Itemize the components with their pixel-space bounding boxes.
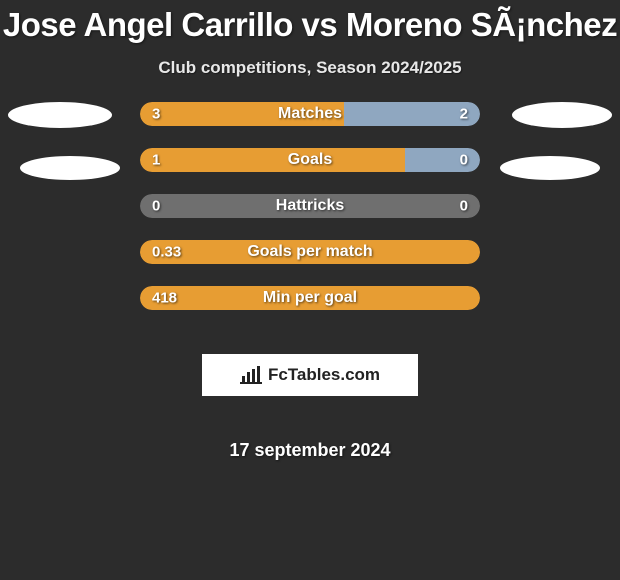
comparison-card: Jose Angel Carrillo vs Moreno SÃ¡nchez C… xyxy=(0,0,620,461)
subtitle: Club competitions, Season 2024/2025 xyxy=(158,58,461,78)
value-left: 0.33 xyxy=(152,244,181,261)
chart-area: 3 2 Matches 1 0 Goals 0 0 Hattricks 0.33 Goals per… xyxy=(0,102,620,461)
stat-row: 418 Min per goal xyxy=(0,286,620,310)
stat-row: 3 2 Matches xyxy=(0,102,620,126)
metric-label: Hattricks xyxy=(276,197,344,215)
metric-label: Goals xyxy=(288,151,332,169)
bar-track: 1 0 Goals xyxy=(140,148,480,172)
stat-row: 1 0 Goals xyxy=(0,148,620,172)
stat-row: 0 0 Hattricks xyxy=(0,194,620,218)
date-label: 17 september 2024 xyxy=(229,440,390,461)
logo-box[interactable]: FcTables.com xyxy=(202,354,418,396)
value-left: 1 xyxy=(152,152,160,169)
stat-row: 0.33 Goals per match xyxy=(0,240,620,264)
metric-label: Goals per match xyxy=(247,243,372,261)
value-left: 418 xyxy=(152,290,177,307)
value-left: 0 xyxy=(152,198,160,215)
bar-right xyxy=(405,148,480,172)
value-left: 3 xyxy=(152,106,160,123)
bar-left xyxy=(140,148,405,172)
bar-chart-icon xyxy=(240,366,262,384)
bar-track: 418 Min per goal xyxy=(140,286,480,310)
metric-label: Matches xyxy=(278,105,342,123)
value-right: 0 xyxy=(460,198,468,215)
bar-track: 3 2 Matches xyxy=(140,102,480,126)
metric-label: Min per goal xyxy=(263,289,357,307)
bar-track: 0 0 Hattricks xyxy=(140,194,480,218)
page-title: Jose Angel Carrillo vs Moreno SÃ¡nchez xyxy=(3,6,617,44)
bar-track: 0.33 Goals per match xyxy=(140,240,480,264)
value-right: 2 xyxy=(460,106,468,123)
logo-text: FcTables.com xyxy=(268,365,380,385)
value-right: 0 xyxy=(460,152,468,169)
